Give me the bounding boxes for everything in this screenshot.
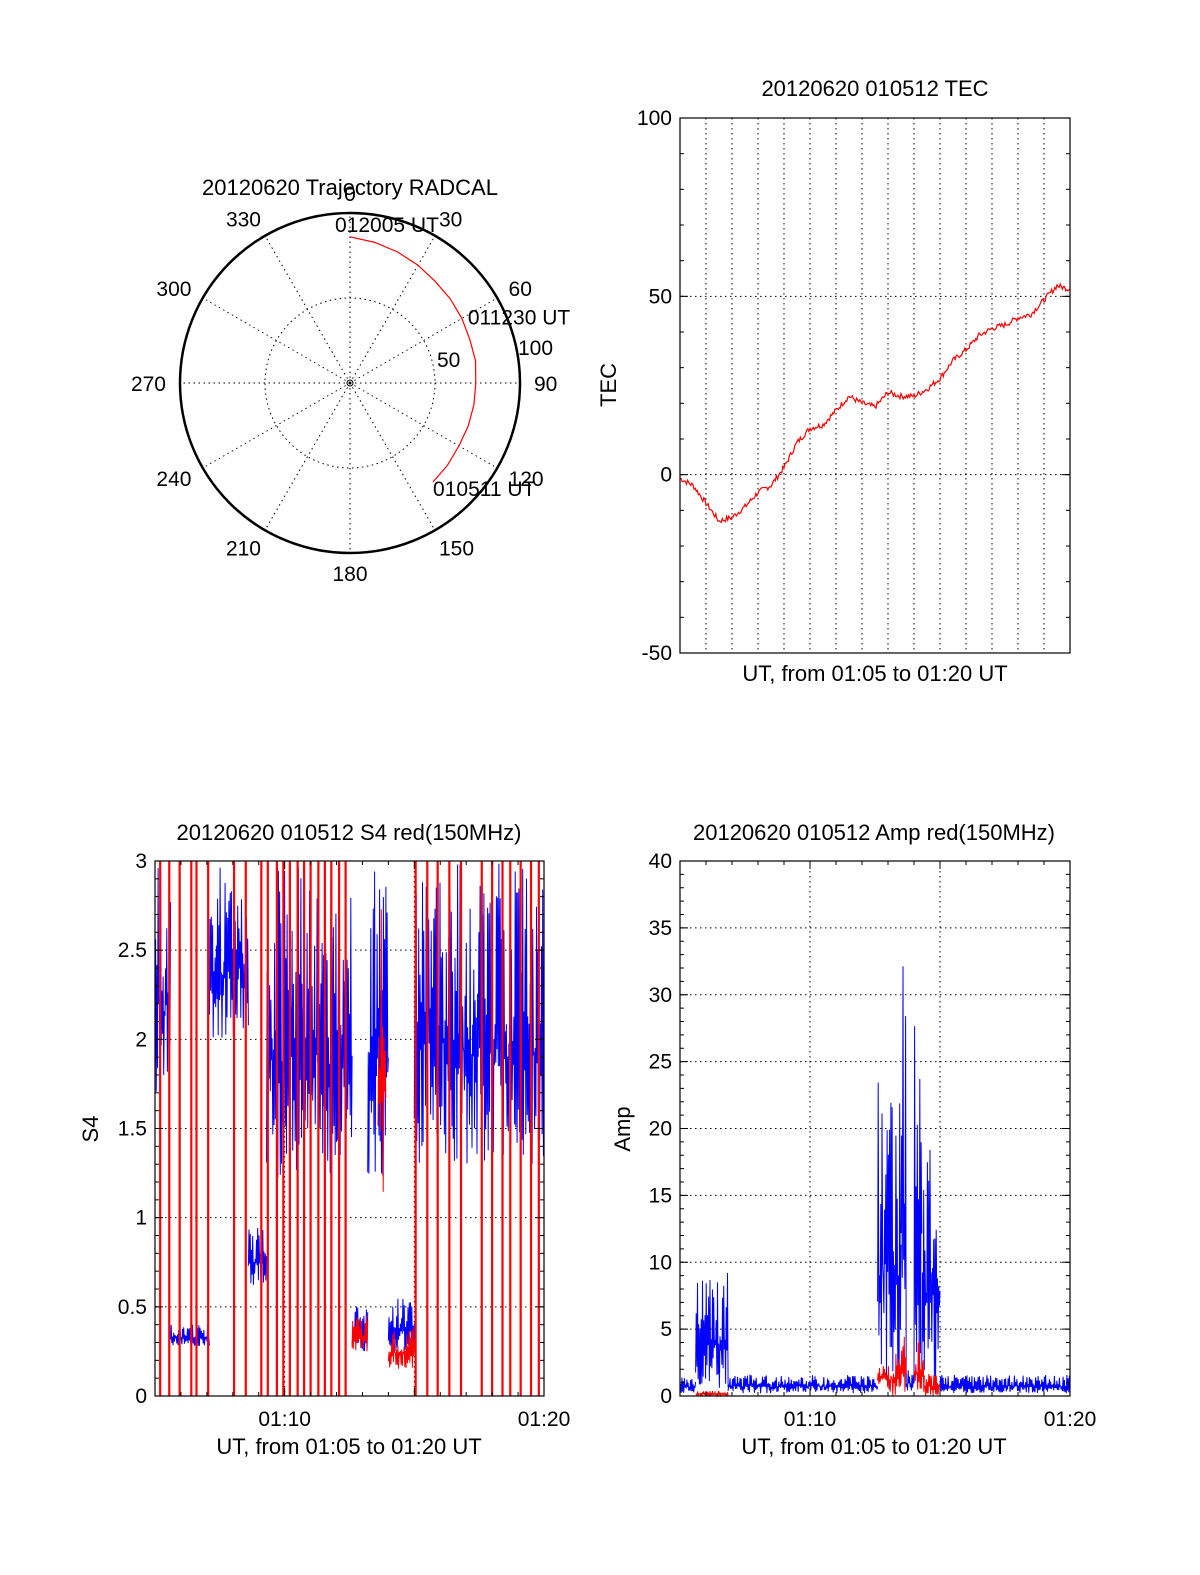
trajectory-line [349, 236, 477, 483]
azimuth-label: 330 [226, 208, 261, 231]
signal-segment [367, 871, 389, 1176]
azimuth-label: 120 [509, 468, 544, 491]
signal-segment [170, 1324, 210, 1346]
chart-title: 20120620 010512 TEC [761, 76, 988, 101]
y-tick-label: 20 [649, 1118, 672, 1141]
signal-segment [923, 1373, 941, 1396]
horizon-circle [178, 211, 522, 555]
chart-title: 20120620 010512 Amp red(150MHz) [693, 820, 1055, 845]
y-tick-label: 10 [649, 1251, 672, 1274]
y-tick-label: 2 [135, 1028, 147, 1051]
signal-segment [387, 1327, 415, 1369]
y-tick-label: 1.5 [118, 1118, 147, 1141]
azimuth-label: 0 [344, 183, 356, 206]
x-axis-label: UT, from 01:05 to 01:20 UT [216, 1434, 481, 1459]
azimuth-label: 240 [156, 468, 191, 491]
azimuth-label: 150 [439, 538, 474, 561]
y-tick-label: 0 [660, 1385, 672, 1408]
azimuth-gridline [349, 382, 436, 531]
azimuth-label: 270 [131, 373, 166, 396]
plot-frame [154, 860, 545, 1397]
signal-segment [695, 1390, 729, 1398]
zenith-label: 50 [437, 349, 460, 372]
signal-segment [877, 1353, 902, 1396]
signal-segment [247, 1227, 267, 1285]
signal-segment [727, 1374, 879, 1394]
y-tick-label: 3 [135, 850, 147, 873]
signal-segment [913, 1026, 923, 1384]
signal-segment [913, 1341, 925, 1392]
y-tick-label: 0 [135, 1385, 147, 1408]
tec-series-line [679, 282, 1071, 524]
azimuth-gridline [264, 235, 351, 384]
y-tick-label: 5 [660, 1318, 672, 1341]
y-tick-label: 1 [135, 1207, 147, 1230]
zenith-label: 100 [518, 337, 553, 360]
trajectory-mid-label: 011230 UT [468, 306, 571, 329]
y-tick-label: 40 [649, 850, 672, 873]
signal-segment [377, 909, 387, 1192]
plot-frame [679, 117, 1071, 654]
signal-segment [900, 966, 907, 1387]
x-tick-label: 01:10 [784, 1408, 837, 1431]
x-axis-label: UT, from 01:05 to 01:20 UT [741, 1434, 1006, 1459]
signal-segment [413, 863, 545, 1164]
azimuth-label: 60 [509, 278, 532, 301]
signal-segment [877, 1082, 902, 1386]
s4-line-chart: 20120620 010512 S4 red(150MHz) UT, from … [78, 820, 570, 1459]
y-tick-label: 100 [637, 107, 672, 130]
signal-segment [209, 867, 249, 1038]
y-tick-label: 2.5 [118, 939, 147, 962]
y-tick-label: 0 [660, 464, 672, 487]
signal-segment [921, 1149, 941, 1386]
azimuth-gridline [349, 235, 436, 384]
azimuth-label: 180 [332, 563, 367, 586]
trajectory-polar-chart: 20120620 Trajectory RADCAL 0 30 60 90 120 150… [131, 175, 570, 586]
azimuth-gridline [202, 382, 351, 469]
y-tick-label: -50 [642, 642, 672, 665]
y-tick-label: 30 [649, 984, 672, 1007]
azimuth-label: 90 [534, 373, 557, 396]
azimuth-gridline [264, 382, 351, 531]
signal-segment [679, 1377, 697, 1393]
y-axis-label: TEC [596, 363, 621, 407]
amp-line-chart: 20120620 010512 Amp red(150MHz) UT, from… [610, 820, 1096, 1459]
azimuth-gridline [349, 297, 498, 384]
signal-segment [695, 1272, 729, 1388]
y-tick-label: 0.5 [118, 1296, 147, 1319]
x-tick-label: 01:20 [518, 1408, 571, 1431]
signal-segment [387, 1298, 415, 1352]
plot-frame [679, 860, 1071, 1397]
y-tick-label: 25 [649, 1051, 672, 1074]
chart-title: 20120620 Trajectory RADCAL [202, 175, 498, 200]
azimuth-gridline [202, 297, 351, 384]
signal-segment [900, 1336, 907, 1392]
x-axis-label: UT, from 01:05 to 01:20 UT [742, 661, 1007, 686]
chart-title: 20120620 010512 S4 red(150MHz) [177, 820, 522, 845]
azimuth-label: 210 [226, 538, 261, 561]
x-tick-label: 01:20 [1044, 1408, 1097, 1431]
trajectory-start-label: 012005 UT [335, 214, 439, 237]
zenith-center [346, 379, 354, 387]
signal-segment [351, 1315, 369, 1352]
x-tick-label: 01:10 [258, 1408, 311, 1431]
signal-segment [939, 1374, 1071, 1394]
y-tick-label: 35 [649, 917, 672, 940]
trajectory-end-label: 010511 UT [433, 478, 536, 501]
signal-segment [266, 866, 353, 1181]
y-tick-label: 15 [649, 1184, 672, 1207]
signal-segment [905, 1370, 915, 1391]
y-tick-label: 50 [649, 285, 672, 308]
azimuth-gridline [349, 382, 498, 469]
tec-line-chart: 20120620 010512 TEC UT, from 01:05 to 01… [596, 76, 1071, 686]
azimuth-label: 30 [439, 208, 462, 231]
azimuth-label: 300 [156, 278, 191, 301]
signal-segment [154, 867, 172, 1092]
y-axis-label: Amp [610, 1106, 635, 1151]
y-axis-label: S4 [78, 1116, 103, 1143]
